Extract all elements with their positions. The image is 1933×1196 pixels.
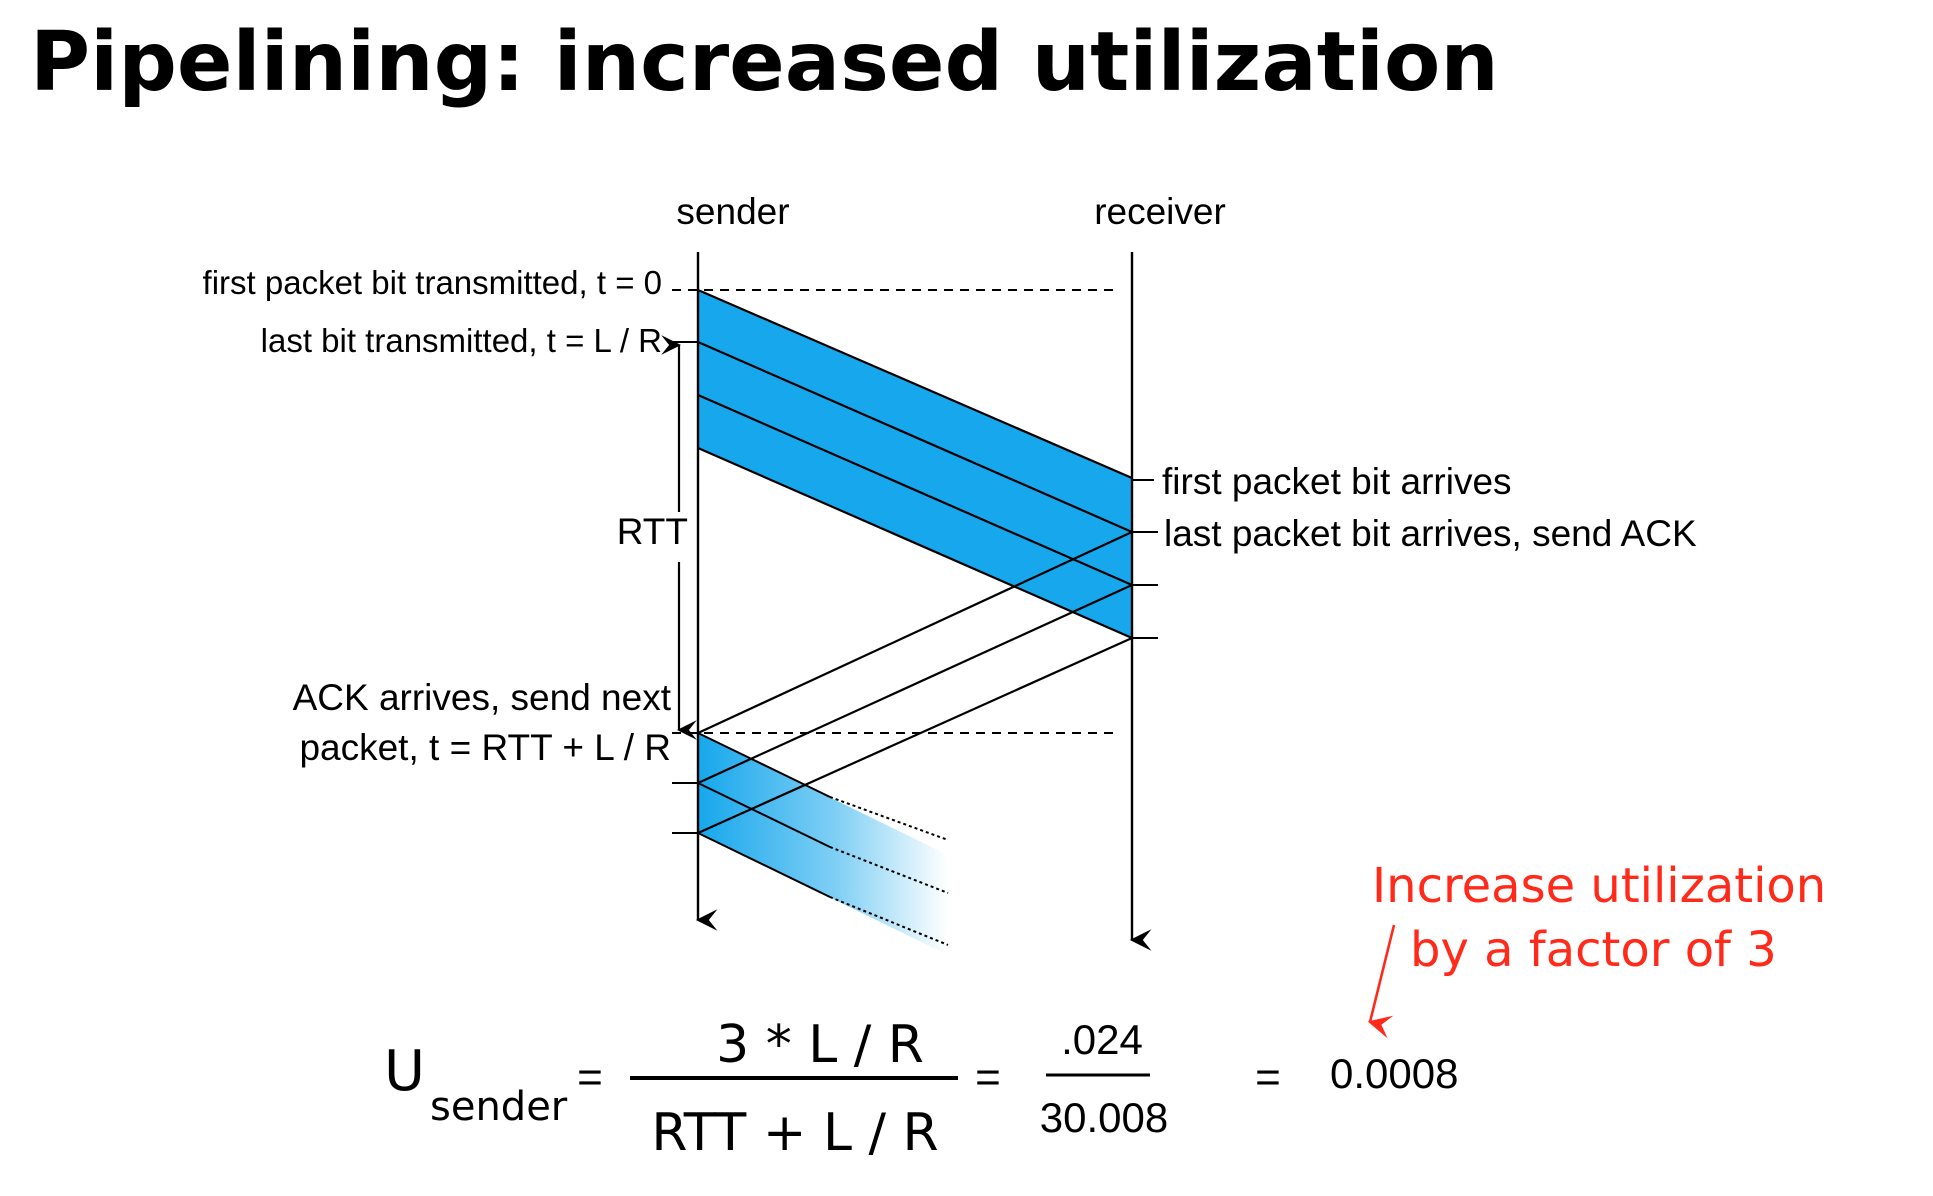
formula-denominator: RTT + L / R	[651, 1103, 938, 1163]
formula-equals-3: =	[1255, 1053, 1281, 1102]
formula-u: U	[384, 1039, 425, 1104]
sender-label: sender	[676, 191, 789, 232]
formula-equals-2: =	[975, 1053, 1001, 1102]
packet-band	[698, 290, 1132, 638]
first-bit-arrives-label: first packet bit arrives	[1162, 461, 1512, 502]
page-title: Pipelining: increased utilization	[30, 15, 1499, 110]
formula-value-denominator: 30.008	[1040, 1094, 1168, 1141]
formula-subscript: sender	[430, 1084, 568, 1130]
ack-lines	[697, 531, 1133, 835]
formula-value-numerator: .024	[1061, 1016, 1143, 1063]
annotation-line2: by a factor of 3	[1410, 922, 1777, 978]
last-bit-arrives-label: last packet bit arrives, send ACK	[1164, 513, 1697, 554]
formula-equals-1: =	[577, 1053, 603, 1102]
first-bit-transmitted-label: first packet bit transmitted, t = 0	[203, 264, 662, 301]
last-bit-transmitted-label: last bit transmitted, t = L / R	[261, 322, 662, 359]
formula-result: 0.0008	[1330, 1050, 1458, 1097]
packet-boundaries	[697, 288, 1133, 640]
ack-arrives-label-line1: ACK arrives, send next	[293, 677, 672, 718]
annotation-arrow	[1367, 924, 1396, 1039]
ack-arrives-label-line2: packet, t = RTT + L / R	[299, 727, 671, 768]
next-packet-boundaries	[697, 732, 949, 946]
rtt-label: RTT	[617, 511, 688, 552]
annotation-line1: Increase utilization	[1372, 858, 1826, 914]
formula-numerator: 3 * L / R	[716, 1015, 924, 1075]
receiver-label: receiver	[1094, 191, 1226, 232]
